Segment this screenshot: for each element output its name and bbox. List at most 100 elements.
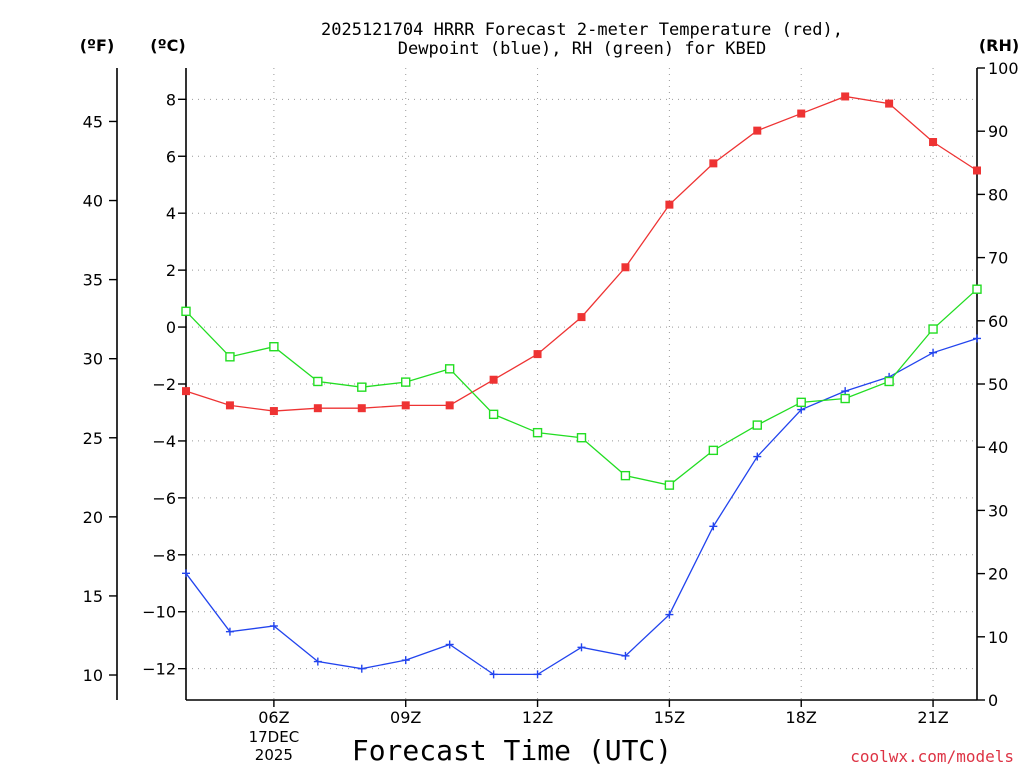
rh-point — [532, 427, 543, 438]
rh-point — [357, 382, 367, 392]
temperature-point — [445, 401, 454, 410]
dewpoint-point — [973, 334, 981, 343]
rh-tick-label: 80 — [988, 185, 1008, 204]
dewpoint-point — [269, 621, 278, 630]
rh-point — [928, 324, 938, 334]
temperature-point — [929, 138, 938, 147]
celsius-tick-label: −4 — [152, 432, 176, 451]
dewpoint-point — [709, 522, 718, 531]
celsius-tick-label: 4 — [166, 204, 176, 223]
fahrenheit-tick-label: 25 — [83, 429, 103, 448]
celsius-tick-label: −6 — [152, 489, 176, 508]
dewpoint-point — [313, 657, 322, 666]
rh-tick-label: 70 — [988, 249, 1008, 268]
x-tick-label: 15Z — [654, 708, 685, 727]
fahrenheit-tick-label: 30 — [83, 350, 103, 369]
temperature-point — [313, 404, 322, 413]
date-label-day: 17DEC — [249, 728, 300, 746]
chart-title-line-2: Dewpoint (blue), RH (green) for KBED — [398, 39, 766, 59]
rh-point — [752, 420, 762, 430]
rh-unit-label: (RH) — [979, 36, 1019, 55]
dewpoint-point — [489, 670, 498, 679]
dewpoint-point — [401, 656, 410, 665]
dewpoint-point — [577, 643, 586, 652]
rh-point — [972, 284, 982, 294]
rh-tick-label: 20 — [988, 565, 1008, 584]
temperature-point — [489, 375, 498, 384]
celsius-tick-label: −12 — [142, 660, 176, 679]
temperature-point — [885, 99, 894, 108]
rh-tick-label: 60 — [988, 312, 1008, 331]
date-label-year: 2025 — [255, 746, 293, 764]
rh-tick-label: 30 — [988, 501, 1008, 520]
temperature-point — [533, 350, 542, 359]
chart-title-line-1: 2025121704 HRRR Forecast 2-meter Tempera… — [321, 20, 843, 40]
celsius-tick-label: −8 — [152, 546, 176, 565]
temperature-point — [401, 401, 410, 410]
x-axis-title: Forecast Time (UTC) — [352, 734, 672, 767]
series-layer — [181, 92, 982, 679]
fahrenheit-unit-label: (ºF) — [80, 36, 115, 55]
rh-tick-label: 100 — [988, 59, 1019, 78]
rh-tick-label: 50 — [988, 375, 1008, 394]
dewpoint-point — [445, 640, 454, 649]
celsius-tick-label: 0 — [166, 318, 176, 337]
rh-tick-label: 40 — [988, 438, 1008, 457]
temperature-point — [357, 404, 366, 413]
rh-point — [840, 393, 850, 404]
x-tick-label: 09Z — [390, 708, 421, 727]
temperature-point — [973, 166, 981, 175]
dewpoint-point — [929, 348, 938, 357]
temperature-point — [577, 313, 586, 322]
dewpoint-point — [225, 627, 234, 636]
temperature-point — [621, 263, 630, 272]
dewpoint-line — [185, 337, 978, 676]
celsius-tick-label: 2 — [166, 261, 176, 280]
celsius-tick-label: 8 — [166, 90, 176, 109]
celsius-tick-label: −2 — [152, 375, 176, 394]
rh-point — [401, 377, 411, 387]
rh-point — [225, 352, 235, 362]
dewpoint-point — [357, 664, 366, 673]
dewpoint-point — [665, 610, 674, 619]
fahrenheit-tick-label: 45 — [83, 112, 103, 131]
temperature-point — [665, 200, 674, 209]
rh-point — [181, 306, 191, 317]
grid-layer — [186, 68, 977, 700]
rh-tick-label: 0 — [988, 691, 998, 710]
rh-point — [269, 342, 279, 352]
fahrenheit-tick-label: 40 — [83, 192, 103, 211]
celsius-tick-label: −10 — [142, 603, 176, 622]
fahrenheit-tick-label: 35 — [83, 271, 103, 290]
rh-tick-label: 10 — [988, 628, 1008, 647]
rh-point — [620, 470, 631, 481]
dewpoint-point — [841, 387, 850, 396]
rh-point — [313, 376, 323, 387]
rh-point — [664, 480, 675, 490]
fahrenheit-tick-label: 10 — [83, 666, 103, 685]
rh-point — [884, 376, 894, 387]
dewpoint-point — [753, 452, 762, 461]
credit-text: coolwx.com/models — [850, 747, 1014, 766]
rh-point — [708, 445, 719, 456]
temperature-point — [269, 407, 278, 416]
rh-tick-label: 90 — [988, 122, 1008, 141]
rh-point — [796, 397, 806, 408]
celsius-tick-label: 6 — [166, 147, 176, 166]
dewpoint-point — [182, 569, 190, 578]
dewpoint-point — [621, 651, 630, 660]
x-tick-label: 21Z — [917, 708, 948, 727]
rh-point — [488, 409, 499, 420]
series-dewpoint — [182, 334, 981, 679]
temperature-point — [841, 92, 850, 101]
fahrenheit-tick-label: 20 — [83, 508, 103, 527]
temperature-point — [225, 401, 234, 410]
fahrenheit-tick-label: 15 — [83, 587, 103, 606]
temperature-point — [182, 387, 190, 396]
temperature-point — [753, 126, 762, 135]
temperature-point — [797, 109, 806, 118]
x-tick-label: 06Z — [258, 708, 289, 727]
series-rh — [181, 284, 982, 490]
celsius-unit-label: (ºC) — [150, 36, 185, 55]
